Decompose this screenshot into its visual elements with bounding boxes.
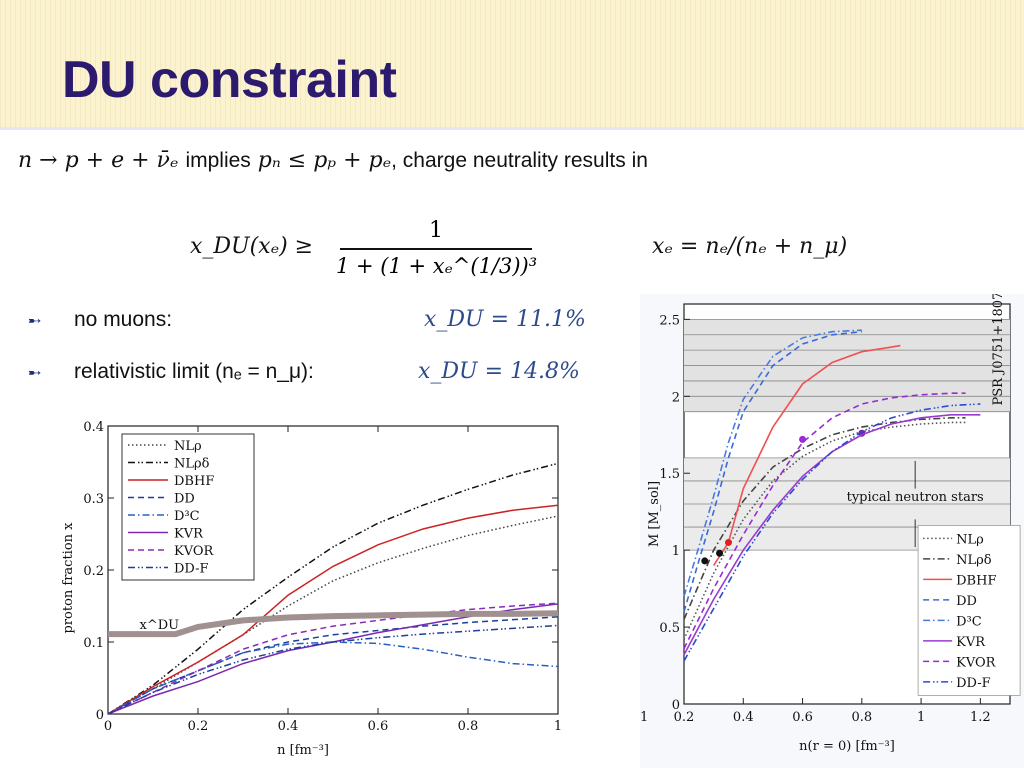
slide-title: DU constraint bbox=[62, 51, 397, 109]
y-tick-label: 2.5 bbox=[659, 313, 680, 328]
series-line-nl bbox=[107, 462, 559, 715]
y-tick-label: 0.4 bbox=[83, 420, 104, 435]
x-tick-label: 0.2 bbox=[674, 710, 695, 725]
y-axis-label: proton fraction x bbox=[61, 522, 76, 634]
edge-tick-label: 1 bbox=[640, 710, 648, 725]
series-line-d-c bbox=[683, 329, 862, 597]
psr-band-label: PSR J0751+1807 bbox=[991, 294, 1006, 406]
legend-label: NLρδ bbox=[174, 457, 210, 472]
x-tick-label: 1 bbox=[554, 719, 562, 734]
y-tick-label: 1 bbox=[672, 544, 680, 559]
x-axis-label: n [fm⁻³] bbox=[277, 743, 329, 758]
y-tick-label: 0.3 bbox=[83, 492, 104, 507]
x-tick-label: 0 bbox=[104, 719, 112, 734]
y-tick-label: 1.5 bbox=[659, 467, 680, 482]
fraction-numerator: 1 bbox=[429, 218, 443, 243]
series-line-x-du bbox=[108, 610, 559, 638]
series-line-nl bbox=[683, 421, 966, 640]
mass-density-chart: PSR J0751+1807 typical neutron stars 0 0.5 1… bbox=[640, 294, 1024, 768]
legend-label: D³C bbox=[174, 509, 200, 524]
series-line-dd-f bbox=[683, 403, 981, 662]
x-tick-label: 0.6 bbox=[792, 710, 813, 725]
xe-definition: xₑ = nₑ/(nₑ + n_μ) bbox=[652, 234, 848, 259]
reaction-formula: n → p + e + ν̄ₑ bbox=[18, 148, 179, 173]
fraction-denominator: 1 + (1 + xₑ^(1/3))³ bbox=[336, 253, 538, 278]
legend-label: NLρ bbox=[956, 532, 984, 547]
y-axis-label: M [M_sol] bbox=[647, 481, 662, 547]
legend-label: KVR bbox=[174, 527, 204, 542]
x-tick-label: 1 bbox=[917, 710, 925, 725]
bullet-value: x_DU = 11.1% bbox=[424, 307, 586, 332]
xdu-fraction: 1 1 + (1 + xₑ^(1/3))³ bbox=[336, 218, 538, 278]
series-line-kvor bbox=[107, 602, 559, 715]
legend-label: KVOR bbox=[174, 544, 215, 559]
implies-text: implies bbox=[185, 149, 251, 172]
x-tick-label: 0.6 bbox=[368, 719, 389, 734]
charge-neutrality-text: , charge neutrality results in bbox=[391, 149, 648, 172]
x-tick-label: 0.8 bbox=[851, 710, 872, 725]
bullet-value: x_DU = 14.8% bbox=[418, 359, 580, 384]
series-marker bbox=[701, 557, 709, 565]
x-tick-label: 1.2 bbox=[970, 710, 991, 725]
legend-label: DD-F bbox=[174, 562, 209, 577]
slide-header bbox=[0, 0, 1024, 128]
legend-box bbox=[121, 433, 255, 581]
legend-box bbox=[917, 524, 1021, 696]
momentum-condition: pₙ ≤ pₚ + pₑ bbox=[257, 148, 392, 173]
bullet-label: relativistic limit (nₑ = n_μ): bbox=[74, 360, 314, 383]
legend-label: DD bbox=[174, 492, 195, 507]
bullet-label: no muons: bbox=[74, 308, 173, 331]
legend-label: D³C bbox=[956, 614, 982, 629]
typical-band-label: typical neutron stars bbox=[847, 490, 984, 505]
series-marker bbox=[716, 549, 724, 557]
fraction-bar bbox=[340, 248, 532, 250]
legend-label: DD bbox=[956, 594, 977, 609]
series-marker bbox=[724, 538, 732, 546]
y-tick-label: 0 bbox=[672, 698, 680, 713]
y-tick-label: 0 bbox=[96, 708, 104, 723]
legend-label: NLρδ bbox=[956, 553, 992, 568]
x-tick-label: 0.2 bbox=[188, 719, 209, 734]
series-line-d-c bbox=[107, 641, 559, 715]
y-tick-label: 0.1 bbox=[83, 636, 104, 651]
legend-label: KVOR bbox=[956, 655, 997, 670]
series-line-dbhf bbox=[712, 344, 901, 566]
y-tick-label: 0.2 bbox=[83, 564, 104, 579]
legend-label: NLρ bbox=[174, 439, 202, 454]
series-marker bbox=[799, 435, 807, 443]
bullet-relativistic: relativistic limit (nₑ = n_μ): bbox=[74, 359, 314, 384]
series-line-dd-f bbox=[107, 624, 559, 715]
y-tick-label: 0.5 bbox=[659, 621, 680, 636]
bullet-arrow-icon: ➸ bbox=[28, 363, 42, 382]
legend-label: DBHF bbox=[174, 474, 214, 489]
y-tick-label: 2 bbox=[672, 390, 680, 405]
series-line-dbhf bbox=[107, 504, 559, 715]
header-divider bbox=[0, 127, 1024, 130]
bullet-arrow-icon: ➸ bbox=[28, 311, 42, 330]
proton-fraction-chart: 0 0.1 0.2 0.3 0.4 0 0.2 0.4 0.6 0.8 1 n [fm⁻³] proto… bbox=[61, 420, 562, 758]
xdu-annotation: x^DU bbox=[140, 618, 180, 633]
x-tick-label: 0.4 bbox=[278, 719, 299, 734]
legend-label: DBHF bbox=[956, 573, 996, 588]
intro-line: n → p + e + ν̄ₑ implies pₙ ≤ pₚ + pₑ, ch… bbox=[18, 148, 648, 173]
series-line-dd bbox=[683, 330, 862, 612]
x-axis-label: n(r = 0) [fm⁻³] bbox=[799, 739, 895, 754]
xdu-lhs: x_DU(xₑ) ≥ bbox=[190, 234, 314, 259]
bullet-no-muons: no muons: bbox=[74, 307, 172, 332]
legend-label: DD-F bbox=[956, 676, 991, 691]
x-tick-label: 0.8 bbox=[458, 719, 479, 734]
x-tick-label: 0.4 bbox=[733, 710, 754, 725]
legend-label: KVR bbox=[956, 635, 986, 650]
